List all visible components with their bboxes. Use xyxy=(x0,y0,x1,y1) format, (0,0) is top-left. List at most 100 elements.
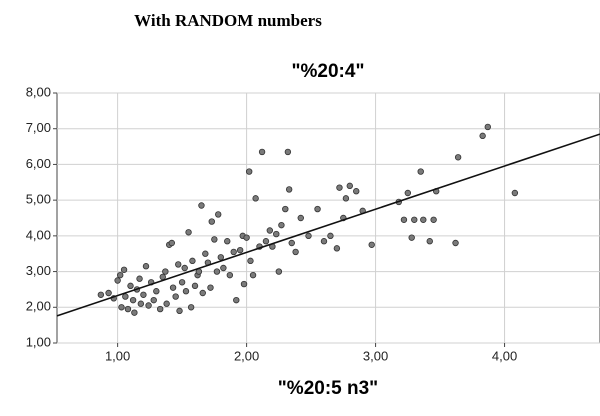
point xyxy=(484,123,491,131)
point xyxy=(400,216,408,223)
point xyxy=(178,279,186,286)
point xyxy=(247,257,254,265)
point xyxy=(249,271,257,279)
point xyxy=(163,300,170,307)
page-header: With RANDOM numbers xyxy=(134,11,322,30)
point xyxy=(159,273,166,281)
y-tick-label: 2,00 xyxy=(26,299,51,314)
point xyxy=(120,266,128,273)
point xyxy=(411,216,418,223)
point xyxy=(426,238,433,245)
point xyxy=(292,248,299,256)
point xyxy=(305,232,312,240)
point xyxy=(217,254,225,261)
point xyxy=(136,275,143,282)
point xyxy=(233,296,240,304)
y-tick-label: 5,00 xyxy=(26,192,51,207)
point xyxy=(420,216,427,223)
point xyxy=(273,230,280,238)
point xyxy=(175,261,182,268)
y-tick-label: 6,00 xyxy=(26,156,51,171)
point xyxy=(156,305,164,313)
point xyxy=(114,277,121,284)
point xyxy=(511,189,519,197)
point xyxy=(262,238,270,245)
point xyxy=(137,300,145,307)
point xyxy=(129,296,137,304)
point xyxy=(266,227,274,234)
x-tick-label: 4,00 xyxy=(492,348,517,363)
point xyxy=(150,296,157,304)
point xyxy=(140,291,147,298)
point xyxy=(131,309,138,316)
x-tick-label: 2,00 xyxy=(234,348,259,363)
point xyxy=(182,288,190,295)
point xyxy=(153,288,160,295)
point xyxy=(404,189,412,197)
point xyxy=(452,239,459,247)
point xyxy=(199,289,206,297)
point xyxy=(187,304,195,311)
point xyxy=(336,184,343,191)
point xyxy=(211,236,218,243)
y-tick-label: 4,00 xyxy=(26,227,51,242)
point xyxy=(243,234,250,241)
point xyxy=(346,182,353,190)
point xyxy=(172,293,179,300)
point xyxy=(288,239,295,247)
point xyxy=(226,271,234,279)
point xyxy=(145,302,152,309)
point xyxy=(185,229,192,236)
point xyxy=(236,246,244,254)
fit-line xyxy=(56,133,600,317)
point xyxy=(191,282,199,290)
x-tick-label: 1,00 xyxy=(105,348,130,363)
x-tick-label: 3,00 xyxy=(363,348,388,363)
point xyxy=(213,268,221,275)
y-tick-label: 7,00 xyxy=(26,120,51,135)
point xyxy=(181,264,188,272)
point xyxy=(430,216,437,223)
point xyxy=(202,250,209,257)
point xyxy=(240,280,248,288)
y-tick-label: 1,00 xyxy=(26,334,51,349)
point xyxy=(127,282,134,290)
point xyxy=(105,289,112,297)
point xyxy=(284,148,292,156)
plot-frame xyxy=(56,92,600,344)
point xyxy=(333,245,341,252)
point xyxy=(169,284,177,291)
point xyxy=(252,195,259,202)
point xyxy=(258,148,266,156)
point xyxy=(118,304,125,311)
y-tick-label: 3,00 xyxy=(26,263,51,278)
point xyxy=(215,211,222,218)
y-tick-label: 8,00 xyxy=(26,84,51,99)
point xyxy=(162,268,169,275)
point xyxy=(314,205,321,213)
point xyxy=(454,154,462,161)
point xyxy=(282,205,289,213)
point xyxy=(220,264,227,272)
point xyxy=(408,234,415,241)
point xyxy=(142,263,150,270)
point xyxy=(208,218,215,225)
point xyxy=(417,168,424,175)
point xyxy=(176,307,183,315)
point xyxy=(327,232,334,240)
point xyxy=(320,238,328,245)
point xyxy=(245,168,253,175)
point xyxy=(168,239,175,247)
point xyxy=(97,291,105,298)
point xyxy=(122,293,129,300)
point xyxy=(368,241,375,248)
point xyxy=(207,284,214,291)
point xyxy=(116,271,124,279)
point xyxy=(353,188,360,195)
point xyxy=(224,238,231,245)
point xyxy=(285,186,293,193)
point xyxy=(479,132,486,140)
point xyxy=(275,268,283,275)
